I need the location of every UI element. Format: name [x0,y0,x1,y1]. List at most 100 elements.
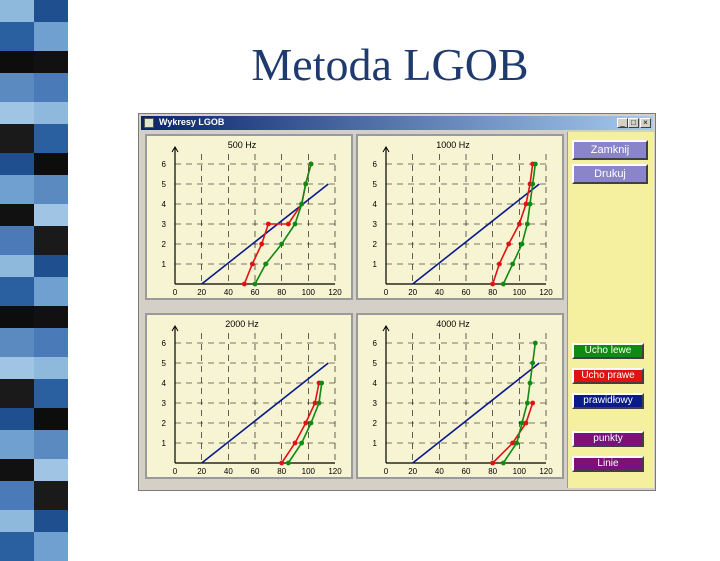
data-point [316,400,322,406]
chart-title: 2000 Hz [225,319,259,329]
chart-2000hz: 0 20 40 60 80 100 120 1 2 3 4 5 6 2000 Hz dB SPL [145,313,353,479]
data-point [299,201,305,207]
close-button[interactable]: Zamknij [572,140,648,160]
data-point [519,420,525,426]
data-point [490,281,496,287]
x-tick-label: 60 [251,288,260,297]
x-tick-label: 80 [277,467,286,476]
data-point [506,241,512,247]
data-point [249,261,255,267]
y-tick-label: 5 [373,180,378,189]
data-point [252,281,258,287]
y-tick-label: 2 [373,240,378,249]
data-point [265,221,271,227]
series-line-1 [492,402,534,464]
x-tick-label: 120 [328,288,342,297]
data-point [500,281,506,287]
data-point [303,420,309,426]
chart-1000hz-svg: 0 20 40 60 80 100 120 1 2 3 4 5 6 1000 Hz dB SPL [373,140,554,298]
y-tick-label: 1 [373,439,378,448]
data-point [279,460,285,466]
points-button[interactable]: punkty [572,431,644,447]
app-window: Wykresy LGOB _ □ × 0 20 40 60 80 100 120 1 2 3 4 5 6… [138,113,656,491]
data-point [259,241,265,247]
data-point [510,261,516,267]
right-ear-button[interactable]: Ucho prawe [572,368,644,384]
y-tick-label: 2 [162,419,167,428]
x-tick-label: 60 [251,467,260,476]
data-point [308,420,314,426]
data-point [490,460,496,466]
x-tick-label: 100 [513,288,527,297]
y-tick-label: 3 [373,220,378,229]
data-point [308,161,314,167]
y-tick-label: 6 [373,339,378,348]
y-tick-label: 5 [162,180,167,189]
y-tick-label: 6 [162,339,167,348]
button-column: Zamknij Drukuj Ucho lewe Ucho prawe praw… [567,132,654,488]
y-tick-label: 3 [162,220,167,229]
data-point [516,221,522,227]
y-axis-arrow [382,325,390,332]
normal-button[interactable]: prawidłowy [572,393,644,409]
y-tick-label: 3 [162,399,167,408]
decorative-stripe [0,0,68,561]
chart-title: 500 Hz [228,140,257,150]
data-point [241,281,247,287]
data-point [532,340,538,346]
app-icon [144,118,154,128]
data-point [530,360,536,366]
x-tick-label: 100 [302,467,316,476]
close-window-button[interactable]: × [640,118,651,128]
x-tick-label: 40 [224,288,233,297]
data-point [500,460,506,466]
data-point [532,161,538,167]
slide-title: Metoda LGOB [251,39,529,90]
x-tick-label: 20 [197,467,206,476]
chart-4000hz-svg: 0 20 40 60 80 100 120 1 2 3 4 5 6 4000 Hz dB SPL [373,319,554,477]
data-point [263,261,269,267]
chart-500hz-svg: 0 20 40 60 80 100 120 1 2 3 4 5 6 500 Hz dB SPL [162,140,343,298]
data-point [523,420,529,426]
y-tick-label: 4 [373,379,378,388]
series-line-0 [201,362,329,464]
series-line-0 [412,362,540,464]
data-point [299,440,305,446]
lines-button[interactable]: Linie [572,456,644,472]
data-point [312,400,318,406]
y-tick-label: 4 [162,200,167,209]
x-tick-label: 60 [462,288,471,297]
chart-500hz: 0 20 40 60 80 100 120 1 2 3 4 5 6 500 Hz dB SPL [145,134,353,300]
y-tick-label: 1 [373,260,378,269]
data-point [279,241,285,247]
minimize-button[interactable]: _ [617,118,628,128]
x-tick-label: 120 [539,288,553,297]
maximize-button[interactable]: □ [628,118,639,128]
x-tick-label: 20 [408,467,417,476]
y-tick-label: 6 [373,160,378,169]
data-point [527,380,533,386]
x-tick-label: 120 [539,467,553,476]
chart-2000hz-svg: 0 20 40 60 80 100 120 1 2 3 4 5 6 2000 Hz dB SPL [162,319,343,477]
chart-title: 4000 Hz [436,319,470,329]
y-tick-label: 4 [162,379,167,388]
data-point [524,221,530,227]
window-title: Wykresy LGOB [159,117,225,127]
data-point [285,221,291,227]
data-point [523,201,529,207]
data-point [303,181,309,187]
print-button[interactable]: Drukuj [572,164,648,184]
series-line-0 [412,183,540,285]
y-tick-label: 2 [373,419,378,428]
y-tick-label: 1 [162,439,167,448]
x-tick-label: 120 [328,467,342,476]
x-axis-label: dB SPL [521,297,549,298]
chart-1000hz: 0 20 40 60 80 100 120 1 2 3 4 5 6 1000 Hz dB SPL [356,134,564,300]
chart-4000hz: 0 20 40 60 80 100 120 1 2 3 4 5 6 4000 Hz dB SPL [356,313,564,479]
left-ear-button[interactable]: Ucho lewe [572,343,644,359]
data-point [514,440,520,446]
data-point [510,440,516,446]
x-axis-label: dB SPL [521,476,549,477]
y-tick-label: 5 [162,359,167,368]
data-point [519,241,525,247]
